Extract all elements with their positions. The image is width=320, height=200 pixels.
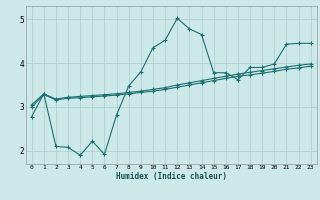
X-axis label: Humidex (Indice chaleur): Humidex (Indice chaleur) [116, 172, 227, 181]
